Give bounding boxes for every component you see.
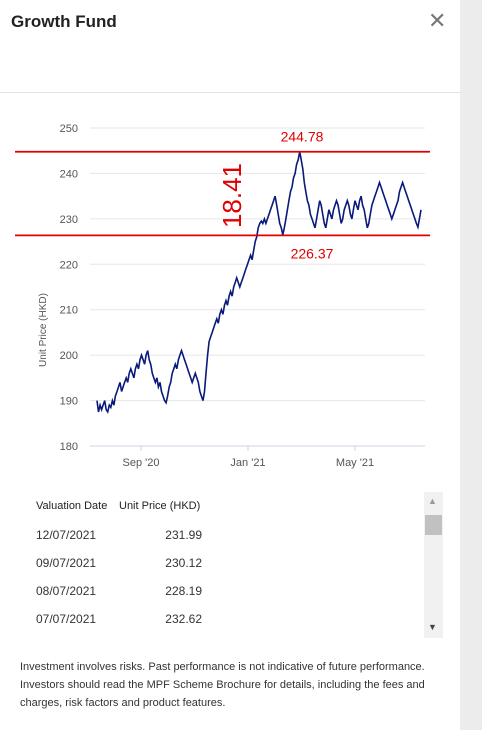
close-icon[interactable]: ✕ [428,8,447,33]
y-tick-label: 220 [60,259,78,271]
scroll-thumb[interactable] [425,515,442,535]
panel-header: Growth Fund ✕ [0,0,460,93]
x-tick-label: May '21 [336,457,374,469]
price-table: Valuation Date Unit Price (HKD) 12/07/20… [34,492,444,638]
row-date: 09/07/2021 [36,556,97,570]
header-date: Valuation Date [36,500,108,512]
y-tick-label: 200 [60,350,78,362]
table-row: 12/07/2021 231.99 [34,528,414,548]
row-date: 08/07/2021 [36,584,97,598]
range-label: 18.41 [217,163,247,228]
y-tick-label: 250 [60,123,78,135]
price-series-line [96,151,422,414]
page-title: Growth Fund [11,12,117,31]
row-price: 232.62 [165,612,202,626]
table-row: 07/07/2021 232.62 [34,612,414,632]
x-tick-label: Jan '21 [230,457,265,469]
y-tick-label: 230 [60,214,78,226]
row-date: 07/07/2021 [36,612,97,626]
row-date: 12/07/2021 [36,528,97,542]
table-scrollbar[interactable]: ▲ ▼ [424,492,443,638]
y-axis-label: Unit Price (HKD) [38,293,49,367]
x-tick-label: Sep '20 [123,457,160,469]
disclaimer-text: Investment involves risks. Past performa… [20,661,425,709]
low-label: 226.37 [291,245,334,261]
row-price: 230.12 [165,556,202,570]
page-scrollbar[interactable] [460,0,482,730]
scroll-down-icon[interactable]: ▼ [428,622,437,632]
table-row: 09/07/2021 230.12 [34,556,414,576]
y-tick-label: 210 [60,305,78,317]
row-price: 228.19 [165,584,202,598]
price-chart: Unit Price (HKD) 250 240 230 220 210 200 190 18… [15,123,430,469]
fund-panel: Growth Fund ✕ Unit Price (HKD) 250 240 230… [0,0,460,709]
high-label: 244.78 [281,129,324,145]
row-price: 231.99 [165,528,202,542]
y-tick-label: 240 [60,168,78,180]
header-price: Unit Price (HKD) [119,500,201,512]
table-row: 08/07/2021 228.19 [34,584,414,604]
y-tick-label: 180 [60,441,78,453]
y-tick-label: 190 [60,396,78,408]
scroll-up-icon[interactable]: ▲ [428,496,437,506]
